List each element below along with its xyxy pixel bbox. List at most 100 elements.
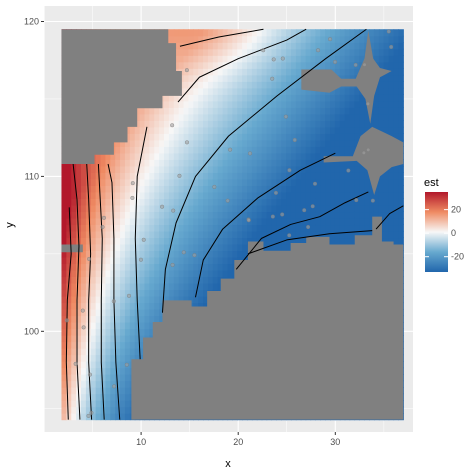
field-cell	[90, 361, 97, 369]
field-cell	[232, 29, 238, 37]
field-cell	[242, 237, 248, 245]
field-cell	[359, 165, 365, 173]
field-cell	[247, 74, 253, 82]
field-cell	[149, 309, 155, 317]
field-cell	[120, 191, 126, 199]
field-cell	[120, 413, 126, 421]
field-cell	[261, 74, 268, 82]
field-cell	[193, 198, 199, 206]
field-cell	[339, 198, 346, 206]
field-cell	[61, 413, 67, 421]
field-cell	[232, 68, 238, 76]
field-cell	[100, 302, 107, 310]
field-cell	[227, 243, 233, 252]
field-cell	[164, 172, 170, 180]
field-cell	[183, 263, 190, 271]
field-cell	[217, 94, 224, 102]
field-cell	[300, 191, 307, 199]
field-cell	[232, 139, 238, 147]
field-cell	[120, 335, 126, 343]
field-cell	[266, 94, 273, 102]
field-cell	[193, 87, 199, 95]
observation-point	[306, 224, 311, 229]
field-cell	[81, 165, 87, 173]
x-tick-label: 30	[330, 437, 340, 447]
field-cell	[281, 81, 287, 89]
field-cell	[290, 120, 297, 128]
field-cell	[120, 361, 126, 369]
field-cell	[120, 341, 126, 349]
field-cell	[227, 100, 233, 108]
observation-point	[283, 114, 288, 119]
field-cell	[383, 87, 390, 95]
field-cell	[349, 224, 356, 232]
field-cell	[81, 230, 87, 239]
field-cell	[212, 61, 219, 69]
field-cell	[305, 35, 312, 43]
field-cell	[144, 256, 150, 265]
field-cell	[339, 29, 346, 37]
field-cell	[188, 178, 194, 186]
field-cell	[320, 198, 326, 206]
field-cell	[305, 159, 312, 167]
field-cell	[315, 204, 321, 213]
field-cell	[124, 295, 131, 304]
field-cell	[168, 217, 175, 226]
field-cell	[168, 211, 175, 219]
field-cell	[193, 256, 199, 265]
field-cell	[339, 159, 346, 167]
field-cell	[212, 204, 219, 213]
field-cell	[286, 120, 292, 128]
field-cell	[251, 126, 258, 134]
field-cell	[85, 237, 92, 245]
x-axis: 10 20 30	[136, 432, 340, 447]
field-cell	[281, 204, 287, 213]
field-cell	[266, 191, 273, 199]
field-cell	[256, 133, 263, 141]
field-cell	[139, 211, 146, 219]
field-cell	[334, 204, 341, 213]
field-cell	[139, 341, 146, 349]
field-cell	[344, 29, 351, 37]
field-cell	[90, 263, 97, 271]
field-cell	[325, 61, 331, 69]
field-cell	[66, 393, 72, 401]
field-cell	[286, 146, 292, 154]
field-cell	[261, 42, 268, 50]
field-cell	[325, 35, 331, 43]
field-cell	[393, 42, 400, 50]
field-cell	[227, 81, 233, 89]
field-cell	[115, 361, 121, 369]
field-cell	[71, 374, 77, 382]
field-cell	[173, 204, 180, 213]
field-cell	[173, 42, 180, 50]
field-cell	[227, 29, 233, 37]
field-cell	[105, 393, 111, 401]
field-cell	[193, 139, 199, 147]
field-cell	[300, 107, 307, 115]
field-cell	[173, 35, 180, 43]
field-cell	[100, 282, 107, 291]
field-cell	[110, 276, 116, 284]
field-cell	[281, 172, 287, 180]
observation-point	[87, 256, 92, 261]
field-cell	[154, 224, 160, 232]
field-cell	[286, 55, 292, 63]
field-cell	[188, 217, 194, 226]
field-cell	[198, 113, 204, 121]
field-cell	[383, 191, 390, 199]
field-cell	[76, 289, 82, 297]
field-cell	[295, 185, 302, 193]
field-cell	[203, 146, 209, 154]
field-cell	[295, 107, 302, 115]
field-cell	[388, 126, 395, 134]
field-cell	[66, 413, 72, 421]
field-cell	[344, 107, 351, 115]
legend-tick-label: 20	[451, 205, 461, 215]
field-cell	[281, 165, 287, 173]
field-cell	[149, 204, 155, 213]
field-cell	[227, 74, 233, 82]
field-cell	[261, 100, 268, 108]
field-cell	[159, 146, 165, 154]
field-cell	[237, 211, 243, 219]
